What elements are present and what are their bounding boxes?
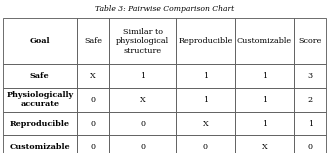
- Bar: [235, 135, 294, 153]
- Text: X: X: [140, 96, 145, 104]
- Bar: [294, 88, 326, 112]
- Text: Reproducible: Reproducible: [178, 37, 233, 45]
- Text: Customizable: Customizable: [237, 37, 292, 45]
- Bar: [235, 64, 294, 88]
- Bar: [294, 64, 326, 88]
- Bar: [176, 88, 235, 112]
- Bar: [176, 64, 235, 88]
- Text: 1: 1: [203, 72, 208, 80]
- Text: 1: 1: [308, 119, 313, 128]
- Bar: [3, 64, 77, 88]
- Text: 0: 0: [90, 96, 96, 104]
- Text: Table 3: Pairwise Comparison Chart: Table 3: Pairwise Comparison Chart: [95, 5, 234, 13]
- Bar: [109, 64, 176, 88]
- Bar: [109, 135, 176, 153]
- Text: Physiologically
accurate: Physiologically accurate: [6, 91, 73, 108]
- Text: Similar to
physiological
structure: Similar to physiological structure: [116, 28, 169, 54]
- Text: 1: 1: [262, 119, 267, 128]
- Text: 0: 0: [140, 119, 145, 128]
- Bar: [3, 112, 77, 135]
- Bar: [77, 112, 109, 135]
- Bar: [235, 88, 294, 112]
- Text: 0: 0: [203, 143, 208, 151]
- Bar: [3, 135, 77, 153]
- Bar: [294, 18, 326, 64]
- Text: 1: 1: [140, 72, 145, 80]
- Bar: [109, 112, 176, 135]
- Bar: [176, 18, 235, 64]
- Text: Score: Score: [298, 37, 322, 45]
- Bar: [294, 135, 326, 153]
- Bar: [77, 64, 109, 88]
- Bar: [3, 88, 77, 112]
- Bar: [3, 18, 77, 64]
- Text: Safe: Safe: [30, 72, 50, 80]
- Bar: [294, 112, 326, 135]
- Bar: [235, 112, 294, 135]
- Bar: [77, 18, 109, 64]
- Text: X: X: [90, 72, 96, 80]
- Text: Customizable: Customizable: [10, 143, 70, 151]
- Bar: [235, 18, 294, 64]
- Text: X: X: [262, 143, 267, 151]
- Bar: [176, 112, 235, 135]
- Text: 3: 3: [308, 72, 313, 80]
- Bar: [77, 135, 109, 153]
- Text: 1: 1: [262, 96, 267, 104]
- Bar: [109, 88, 176, 112]
- Bar: [77, 88, 109, 112]
- Text: 0: 0: [308, 143, 313, 151]
- Bar: [109, 18, 176, 64]
- Text: X: X: [203, 119, 208, 128]
- Text: 0: 0: [90, 143, 96, 151]
- Text: 0: 0: [140, 143, 145, 151]
- Text: 0: 0: [90, 119, 96, 128]
- Bar: [176, 135, 235, 153]
- Text: Goal: Goal: [30, 37, 50, 45]
- Text: 1: 1: [262, 72, 267, 80]
- Text: 1: 1: [203, 96, 208, 104]
- Text: Safe: Safe: [84, 37, 102, 45]
- Text: 2: 2: [308, 96, 313, 104]
- Text: Reproducible: Reproducible: [10, 119, 70, 128]
